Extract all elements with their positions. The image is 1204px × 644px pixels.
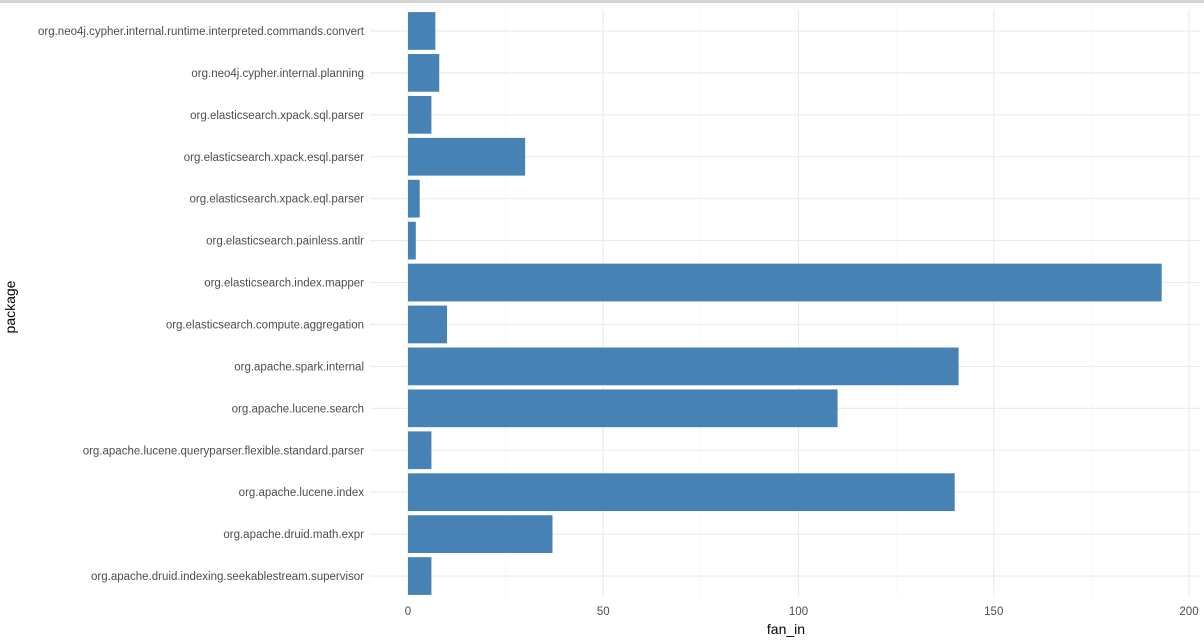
y-tick-label: org.neo4j.cypher.internal.planning	[191, 68, 364, 80]
y-tick-label: org.elasticsearch.painless.antlr	[206, 236, 364, 248]
bar	[408, 179, 420, 218]
y-tick-label: org.elasticsearch.compute.aggregation	[166, 319, 364, 331]
bar	[408, 473, 955, 512]
x-tick-label: 100	[789, 606, 808, 618]
x-axis-title: fan_in	[767, 621, 805, 637]
bar	[408, 263, 1162, 302]
x-axis-ticks: 0 50 100 150 200	[405, 606, 1199, 618]
x-tick-label: 0	[405, 606, 411, 618]
y-tick-label: org.elasticsearch.index.mapper	[204, 278, 364, 290]
y-tick-label: org.apache.lucene.index	[239, 487, 365, 499]
bar	[408, 557, 432, 595]
y-tick-label: org.apache.lucene.queryparser.flexible.s…	[83, 445, 364, 457]
bars	[408, 12, 1162, 595]
y-axis-ticks: org.apache.druid.indexing.seekablestream…	[38, 26, 365, 583]
window-top-border	[0, 0, 1204, 3]
bar	[408, 515, 553, 553]
y-axis-title: package	[2, 280, 18, 333]
y-tick-label: org.elasticsearch.xpack.esql.parser	[184, 152, 364, 164]
x-tick-label: 150	[984, 606, 1003, 618]
bar	[408, 431, 432, 470]
x-tick-label: 50	[597, 606, 610, 618]
y-tick-label: org.apache.spark.internal	[234, 361, 364, 373]
bar	[408, 12, 436, 50]
y-tick-label: org.apache.druid.math.expr	[223, 529, 364, 541]
bar	[408, 347, 959, 386]
bar	[408, 137, 526, 176]
y-tick-label: org.neo4j.cypher.internal.runtime.interp…	[38, 26, 365, 38]
bar	[408, 54, 440, 92]
y-tick-label: org.elasticsearch.xpack.sql.parser	[190, 110, 364, 122]
bar	[408, 389, 838, 428]
bar	[408, 221, 416, 260]
y-tick-label: org.apache.lucene.search	[232, 403, 364, 415]
bar	[408, 305, 448, 344]
x-tick-label: 200	[1179, 606, 1198, 618]
y-tick-label: org.apache.druid.indexing.seekablestream…	[91, 571, 364, 583]
bar	[408, 95, 432, 134]
y-tick-label: org.elasticsearch.xpack.eql.parser	[190, 194, 365, 206]
